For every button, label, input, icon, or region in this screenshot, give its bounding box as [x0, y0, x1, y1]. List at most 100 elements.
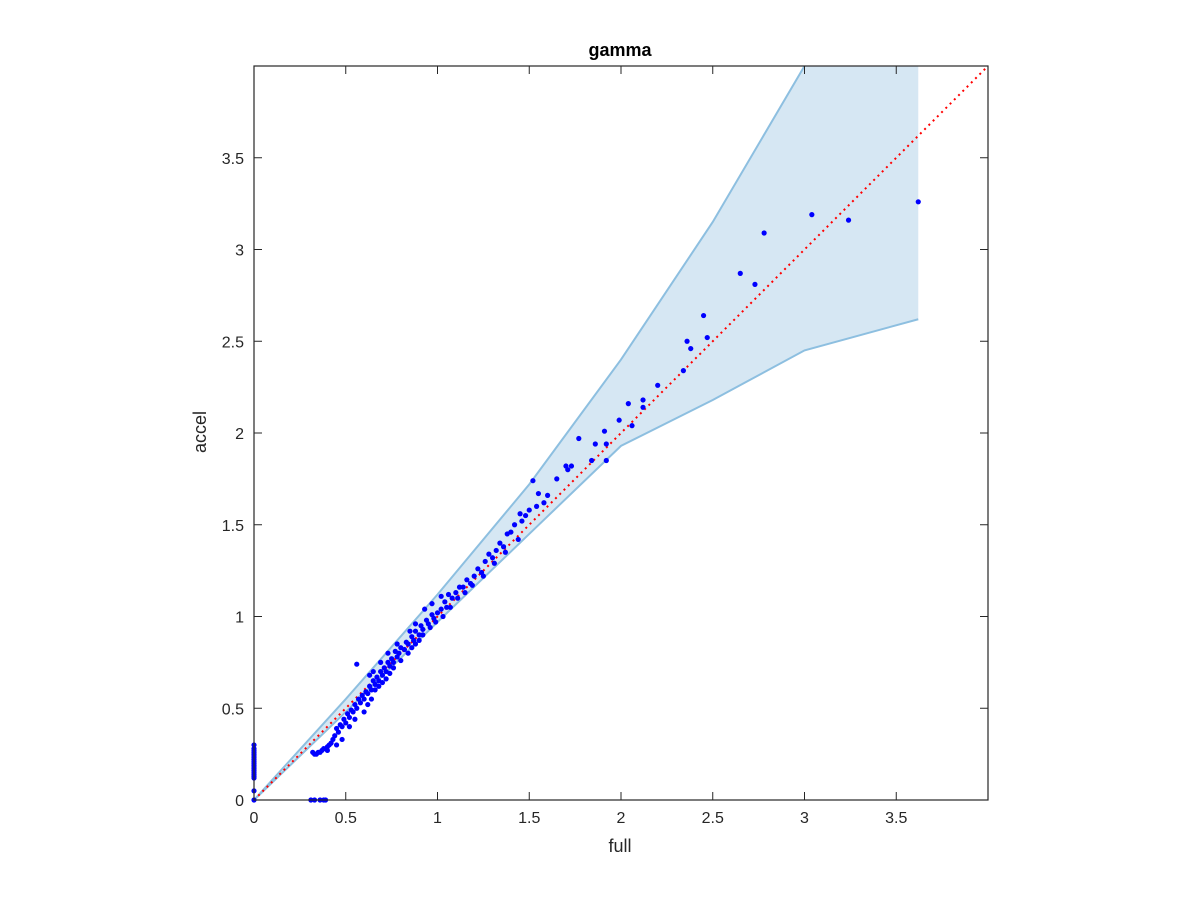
- data-point: [568, 463, 575, 469]
- data-point: [348, 707, 354, 713]
- data-point: [444, 604, 450, 610]
- y-tick-label: 3.5: [222, 151, 244, 168]
- y-tick-label: 1: [235, 610, 244, 627]
- data-point: [680, 368, 686, 374]
- data-point: [344, 711, 351, 717]
- confidence-band: [254, 66, 919, 800]
- data-point: [361, 709, 367, 715]
- data-point: [337, 722, 343, 728]
- data-point: [405, 650, 411, 656]
- data-point: [398, 657, 404, 664]
- data-point: [416, 637, 422, 643]
- data-point: [422, 606, 428, 612]
- data-point: [370, 678, 376, 684]
- data-point: [387, 670, 393, 676]
- data-point: [379, 679, 386, 686]
- data-point: [354, 661, 360, 667]
- data-point: [535, 490, 542, 497]
- reference-line: [253, 65, 989, 801]
- plot-area: 0 0.5 1 1.5 2 2.5 3 3.5 0 0.5 1 1.5 2 2.5 3 3.5: [222, 65, 989, 827]
- data-point: [412, 641, 419, 647]
- data-point: [603, 457, 609, 464]
- data-point: [517, 511, 523, 517]
- band-lower-edge: [253, 318, 919, 801]
- data-point: [324, 747, 330, 754]
- data-point: [429, 601, 435, 607]
- data-point: [392, 648, 398, 654]
- data-point: [355, 696, 362, 702]
- data-point: [500, 544, 507, 550]
- data-point: [359, 692, 365, 699]
- x-tick-label: 2.5: [702, 810, 724, 827]
- data-point: [333, 742, 340, 748]
- data-point: [616, 417, 622, 423]
- data-point: [409, 645, 415, 651]
- data-point: [480, 573, 486, 579]
- data-point: [442, 599, 448, 605]
- data-point: [655, 382, 661, 388]
- data-point: [460, 584, 466, 590]
- data-point: [449, 595, 455, 601]
- data-point: [427, 624, 433, 631]
- data-point: [420, 632, 426, 638]
- data-point: [341, 716, 347, 722]
- data-point: [403, 639, 409, 645]
- x-tick-label: 3.5: [885, 810, 907, 827]
- data-point: [511, 522, 518, 528]
- data-point: [398, 645, 404, 651]
- data-point: [491, 560, 497, 566]
- data-point: [704, 334, 710, 341]
- data-point: [502, 549, 508, 555]
- y-tick-label: 0: [235, 793, 244, 810]
- data-point: [407, 628, 413, 634]
- x-axis-label: full: [608, 836, 631, 856]
- data-point: [370, 668, 376, 675]
- data-point: [640, 397, 646, 403]
- y-tick-label: 0.5: [222, 701, 244, 718]
- data-point: [475, 566, 481, 572]
- data-point: [845, 217, 852, 223]
- data-point: [438, 593, 444, 599]
- data-point: [522, 512, 529, 519]
- data-point: [601, 428, 608, 434]
- chart-title: gamma: [588, 40, 652, 60]
- data-point: [493, 547, 499, 554]
- y-tick-label: 2.5: [222, 334, 244, 351]
- band-upper-edge: [253, 65, 806, 801]
- data-point: [915, 199, 921, 205]
- data-point: [429, 612, 435, 618]
- data-point: [700, 312, 707, 319]
- data-point: [383, 676, 389, 682]
- data-point: [412, 621, 419, 627]
- data-point: [381, 665, 387, 671]
- data-point: [352, 716, 358, 722]
- x-tick-label: 1: [433, 810, 442, 827]
- data-point: [497, 540, 503, 546]
- data-point: [365, 701, 371, 708]
- data-point: [453, 590, 459, 596]
- data-point: [554, 476, 560, 482]
- data-point: [352, 701, 358, 708]
- y-axis-label: accel: [190, 411, 210, 453]
- data-point: [515, 536, 521, 543]
- data-point: [576, 435, 582, 442]
- data-point: [409, 634, 415, 640]
- data-point: [438, 606, 444, 612]
- data-point: [545, 492, 551, 498]
- data-point: [752, 281, 758, 287]
- data-point: [418, 623, 424, 629]
- data-point: [482, 558, 488, 565]
- data-point: [589, 457, 595, 464]
- data-point: [462, 590, 468, 596]
- data-point: [563, 463, 569, 469]
- data-point: [394, 641, 400, 647]
- data-point: [761, 230, 767, 236]
- data-point: [440, 613, 446, 620]
- data-point: [533, 503, 540, 509]
- data-point: [374, 674, 380, 680]
- data-point: [486, 551, 492, 557]
- data-point: [640, 404, 646, 410]
- data-point: [519, 518, 525, 524]
- data-point: [489, 555, 496, 561]
- data-point: [423, 617, 430, 623]
